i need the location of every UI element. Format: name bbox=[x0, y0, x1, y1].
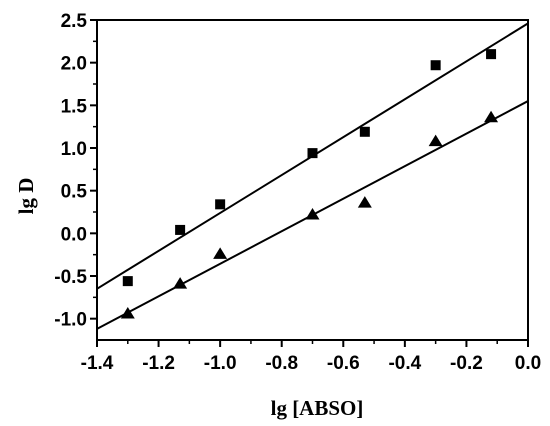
y-tick-label: 2.0 bbox=[61, 54, 87, 75]
data-point-triangle bbox=[173, 277, 188, 289]
data-point-triangle bbox=[213, 247, 228, 259]
data-point-square bbox=[122, 276, 133, 287]
data-points bbox=[120, 49, 499, 319]
data-point-square bbox=[175, 224, 186, 235]
data-point-square bbox=[307, 148, 318, 159]
data-point-square bbox=[359, 126, 370, 137]
data-point-square bbox=[215, 199, 226, 210]
x-tick-label: 0.0 bbox=[515, 353, 541, 374]
tick-labels: -1.4 -1.2 -1.0 -0.8 -0.6 -0.4 -0.2 0.0 -1.0 -0.5 0… bbox=[54, 11, 541, 374]
y-tick-label: 0.5 bbox=[61, 182, 88, 203]
x-tick-label: -0.6 bbox=[327, 353, 360, 374]
plot-border bbox=[96, 19, 529, 341]
data-point-square bbox=[430, 60, 441, 71]
data-point-triangle bbox=[305, 208, 320, 220]
data-point-triangle bbox=[120, 307, 135, 319]
y-tick-label: -0.5 bbox=[54, 267, 87, 288]
x-tick-label: -1.0 bbox=[204, 353, 237, 374]
data-point-triangle bbox=[428, 134, 443, 147]
fit-lines bbox=[96, 22, 529, 330]
y-tick-label: 1.5 bbox=[61, 96, 88, 117]
y-axis-title: lg D bbox=[14, 178, 38, 215]
x-tick-label: -1.2 bbox=[142, 353, 175, 374]
data-point-square bbox=[486, 49, 497, 60]
x-tick-label: -0.2 bbox=[450, 353, 483, 374]
data-point-triangle bbox=[357, 196, 372, 208]
x-axis-title: lg [ABSO] bbox=[271, 396, 364, 420]
x-tick-label: -1.4 bbox=[81, 353, 114, 374]
y-tick-label: 2.5 bbox=[61, 11, 88, 32]
x-tick-label: -0.8 bbox=[265, 353, 298, 374]
y-tick-label: 0.0 bbox=[61, 224, 87, 245]
y-tick-label: -1.0 bbox=[54, 310, 87, 331]
data-point-triangle bbox=[484, 110, 499, 123]
plot-frame bbox=[96, 19, 529, 341]
y-tick-label: 1.0 bbox=[61, 139, 87, 160]
x-tick-label: -0.4 bbox=[388, 353, 421, 374]
tick-marks bbox=[90, 19, 529, 347]
